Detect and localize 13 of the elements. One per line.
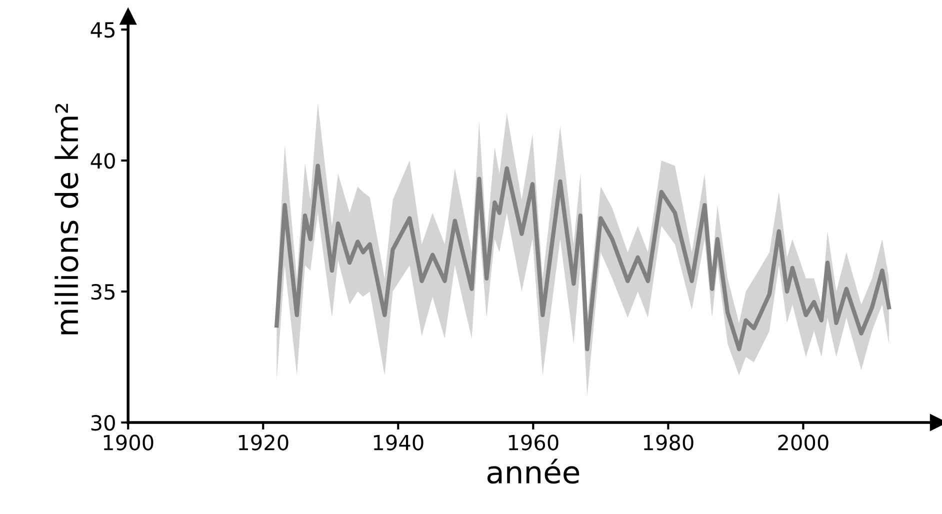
y-tick-label: 35 bbox=[91, 284, 114, 300]
x-tick-label: 1920 bbox=[238, 434, 288, 450]
x-tick-label: 1900 bbox=[104, 434, 154, 450]
x-tick-label: 1980 bbox=[644, 434, 694, 450]
y-tick-label: 30 bbox=[91, 414, 115, 431]
x-tick-label: 1940 bbox=[374, 434, 424, 450]
x-tick-label: 2000 bbox=[778, 434, 828, 450]
x-tick-label: 1960 bbox=[508, 434, 558, 450]
y-axis-title: millions de km² bbox=[54, 104, 78, 334]
x-axis-title: année bbox=[487, 458, 580, 484]
y-tick-label: 40 bbox=[90, 152, 115, 169]
line-series bbox=[274, 164, 892, 352]
y-tick-label: 45 bbox=[90, 22, 114, 38]
